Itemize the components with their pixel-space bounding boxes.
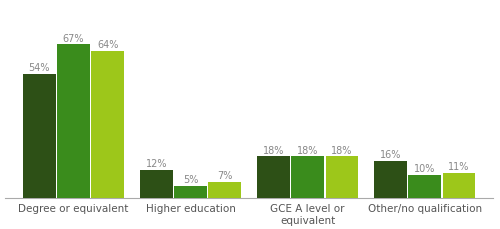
Bar: [23, 75, 56, 198]
Bar: [408, 175, 441, 198]
Bar: [208, 182, 241, 198]
Bar: [374, 161, 407, 198]
Text: 10%: 10%: [414, 163, 436, 173]
Text: 11%: 11%: [448, 161, 469, 171]
Text: 18%: 18%: [263, 145, 284, 155]
Text: 5%: 5%: [183, 175, 198, 185]
Bar: [57, 45, 90, 198]
Bar: [326, 157, 358, 198]
Bar: [140, 170, 172, 198]
Text: 7%: 7%: [217, 170, 232, 180]
Text: 12%: 12%: [146, 159, 167, 169]
Text: 54%: 54%: [28, 63, 50, 73]
Bar: [174, 186, 207, 198]
Bar: [292, 157, 324, 198]
Bar: [92, 52, 124, 198]
Bar: [257, 157, 290, 198]
Bar: [442, 173, 475, 198]
Text: 18%: 18%: [297, 145, 318, 155]
Text: 64%: 64%: [97, 40, 118, 50]
Text: 18%: 18%: [331, 145, 352, 155]
Text: 16%: 16%: [380, 150, 401, 160]
Text: 67%: 67%: [62, 33, 84, 43]
